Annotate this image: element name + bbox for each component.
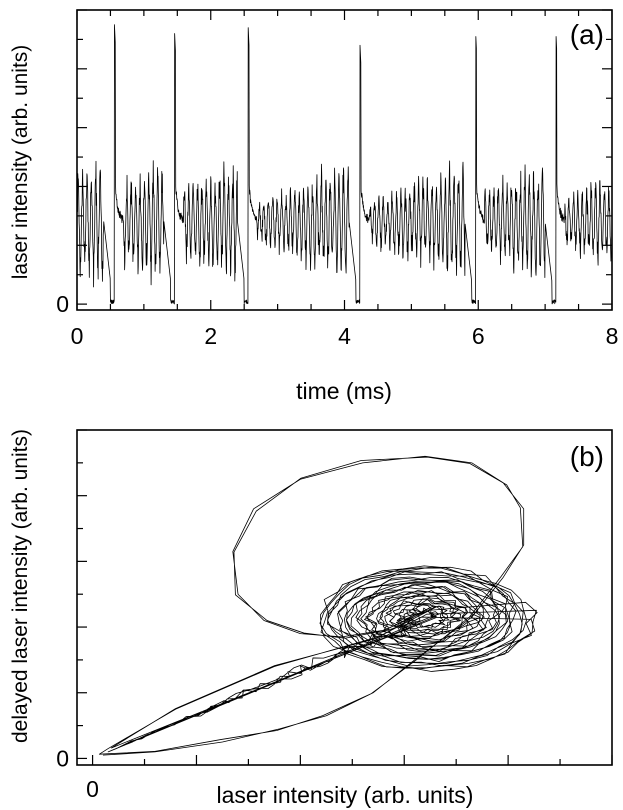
panel-a-y-axis-title: laser intensity (arb. units) bbox=[9, 45, 32, 280]
panel-b-y-axis-title: delayed laser intensity (arb. units) bbox=[9, 429, 32, 743]
panel-b-x-tick-label: 0 bbox=[86, 776, 99, 802]
panel-a-label: (a) bbox=[570, 19, 604, 50]
panel-b-ticks bbox=[77, 429, 613, 765]
panel-a-x-tick-label: 6 bbox=[472, 323, 485, 349]
panel-a-intensity-trace bbox=[76, 24, 613, 305]
panel-a-time-series: 0 2 4 6 8 0 (a) time (ms) laser intensity (a… bbox=[9, 9, 619, 404]
panel-b-label: (b) bbox=[570, 441, 604, 472]
panel-a-x-tick-label: 8 bbox=[606, 323, 619, 349]
panel-b-y-tick-label: 0 bbox=[56, 745, 69, 771]
panel-b-x-tick-labels: 0 bbox=[86, 776, 99, 802]
panel-b-phase-portrait: 0 0 (b) laser intensity (arb. units) del… bbox=[9, 429, 613, 808]
panel-a-x-tick-label: 0 bbox=[71, 323, 84, 349]
panel-a-x-tick-label: 4 bbox=[338, 323, 351, 349]
panel-b-x-axis-title: laser intensity (arb. units) bbox=[217, 782, 474, 808]
panel-a-x-axis-title: time (ms) bbox=[296, 378, 392, 404]
panel-b-frame bbox=[76, 429, 613, 766]
panel-b-attractor-trace bbox=[98, 455, 538, 756]
panel-a-x-tick-label: 2 bbox=[204, 323, 217, 349]
panel-a-y-tick-label: 0 bbox=[56, 291, 69, 317]
panel-b-y-tick-labels: 0 bbox=[56, 745, 69, 771]
panel-a-y-tick-labels: 0 bbox=[56, 291, 69, 317]
panel-a-x-tick-labels: 0 2 4 6 8 bbox=[71, 323, 619, 349]
